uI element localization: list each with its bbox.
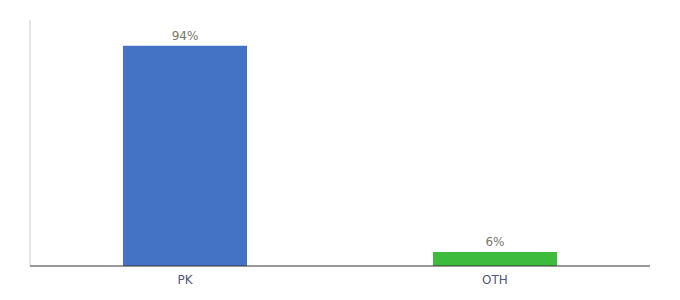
x-tick-label: PK — [177, 273, 193, 287]
chart-svg: PK OTH 94% 6% — [0, 0, 680, 300]
bar — [123, 46, 247, 266]
chart-container: PK OTH 94% 6% — [0, 0, 680, 300]
y-axis-line — [30, 20, 31, 266]
data-label: 94% — [172, 29, 199, 43]
x-tick-label: OTH — [482, 273, 508, 287]
bars — [123, 46, 557, 266]
data-label: 6% — [485, 235, 504, 249]
x-axis-line — [30, 266, 650, 267]
bar — [433, 252, 557, 266]
